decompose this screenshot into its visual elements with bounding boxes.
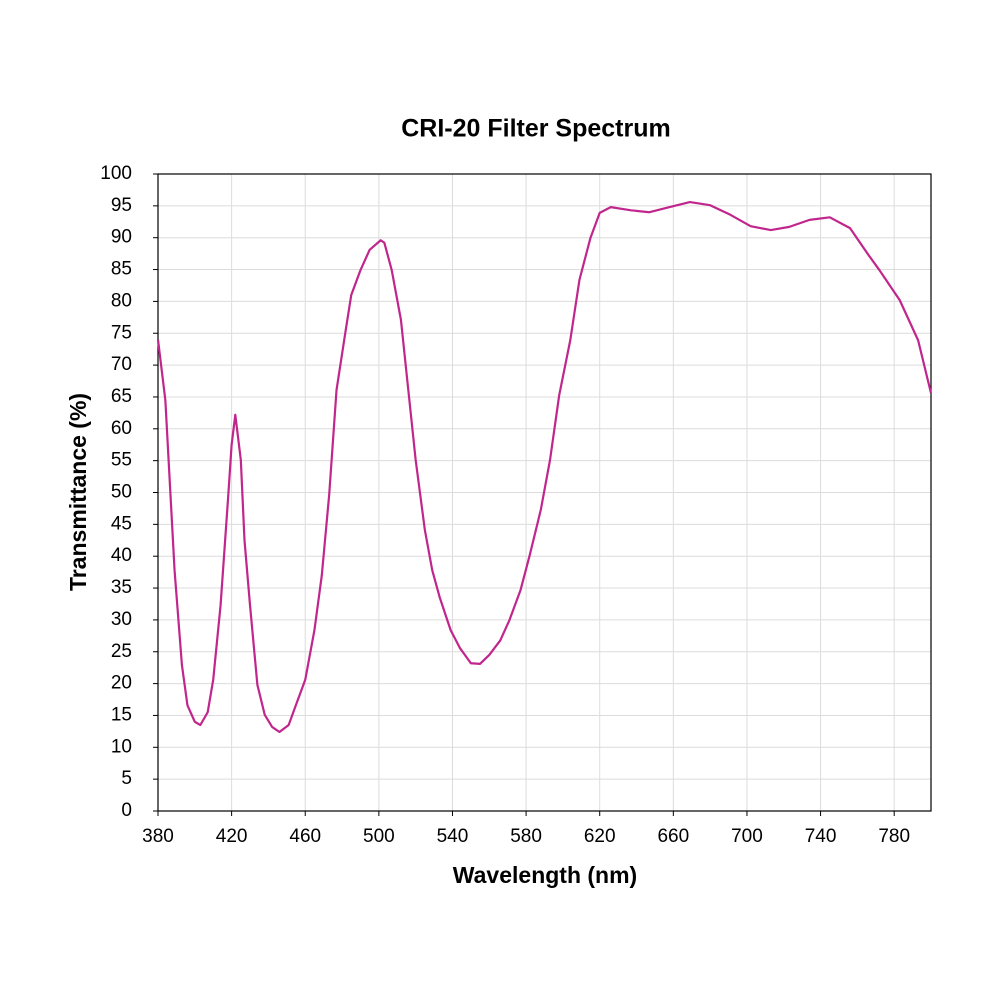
y-tick-label: 95 (111, 195, 132, 216)
x-tick-label: 380 (142, 826, 174, 847)
y-tick-label: 45 (111, 513, 132, 534)
y-tick-label: 70 (111, 354, 132, 375)
y-tick-label: 75 (111, 322, 132, 343)
y-tick-label: 100 (100, 163, 132, 184)
x-tick-label: 580 (510, 826, 542, 847)
x-tick-label: 460 (289, 826, 321, 847)
y-tick-label: 5 (121, 768, 132, 789)
y-tick-label: 20 (111, 673, 132, 694)
y-tick-label: 0 (121, 800, 132, 821)
x-tick-label: 700 (731, 826, 763, 847)
y-axis-label: Transmittance (%) (65, 393, 91, 591)
y-tick-label: 90 (111, 227, 132, 248)
y-tick-label: 85 (111, 259, 132, 280)
y-tick-label: 80 (111, 290, 132, 311)
y-tick-label: 65 (111, 386, 132, 407)
x-tick-label: 660 (657, 826, 689, 847)
x-tick-label: 780 (878, 826, 910, 847)
y-tick-label: 10 (111, 736, 132, 757)
x-tick-label: 540 (437, 826, 469, 847)
y-tick-label: 25 (111, 641, 132, 662)
x-tick-label: 620 (584, 826, 616, 847)
y-tick-label: 50 (111, 482, 132, 503)
y-tick-label: 40 (111, 545, 132, 566)
x-axis-label: Wavelength (nm) (453, 862, 637, 888)
y-tick-label: 30 (111, 609, 132, 630)
y-tick-label: 60 (111, 418, 132, 439)
chart-title: CRI-20 Filter Spectrum (401, 115, 671, 143)
x-tick-label: 740 (805, 826, 837, 847)
x-tick-label: 500 (363, 826, 395, 847)
y-tick-label: 15 (111, 704, 132, 725)
y-tick-label: 55 (111, 450, 132, 471)
y-tick-label: 35 (111, 577, 132, 598)
x-tick-label: 420 (216, 826, 248, 847)
plot-frame (157, 173, 932, 812)
spectrum-line (156, 200, 933, 734)
